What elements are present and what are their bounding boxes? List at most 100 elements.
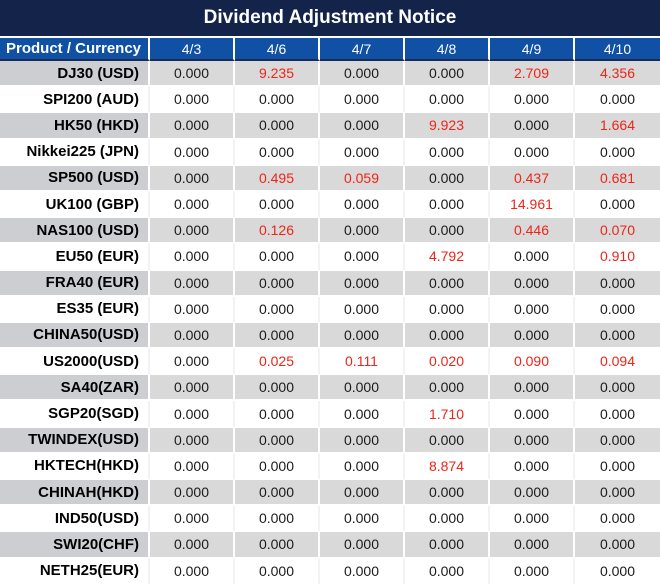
dividend-value: 0.000 [575, 532, 660, 559]
dividend-value: 0.000 [320, 427, 405, 454]
dividend-value: 0.000 [235, 322, 320, 350]
table-row: HK50 (HKD) 0.000 0.000 0.000 9.923 0.000 1.664 [0, 113, 660, 140]
dividend-value: 0.000 [575, 401, 660, 428]
table-row: NETH25(EUR) 0.000 0.000 0.000 0.000 0.000 0.00… [0, 558, 660, 585]
dividend-value: 0.000 [490, 87, 575, 114]
dividend-value: 0.000 [575, 480, 660, 507]
column-header-date: 4/7 [320, 38, 405, 61]
dividend-value: 0.000 [150, 218, 235, 245]
dividend-value: 0.000 [235, 558, 320, 585]
dividend-value-highlighted: 0.070 [575, 218, 660, 245]
dividend-value: 0.000 [575, 322, 660, 350]
dividend-value: 0.000 [575, 139, 660, 166]
dividend-value: 0.000 [150, 506, 235, 533]
dividend-value: 0.000 [490, 532, 575, 559]
dividend-value: 0.000 [150, 453, 235, 480]
dividend-value: 0.000 [235, 480, 320, 507]
dividend-value: 0.000 [235, 296, 320, 323]
dividend-value-highlighted: 9.235 [235, 61, 320, 88]
table-row: SGP20(SGD) 0.000 0.000 0.000 1.710 0.000 0.000 [0, 401, 660, 428]
dividend-value: 0.000 [150, 191, 235, 219]
product-cell: Nikkei225 (JPN) [0, 139, 150, 166]
dividend-adjustment-table: Product / Currency 4/3 4/6 4/7 4/8 4/9 4/10 DJ… [0, 38, 660, 585]
table-row: SA40(ZAR) 0.000 0.000 0.000 0.000 0.000 0.000 [0, 375, 660, 402]
dividend-value: 0.000 [405, 322, 490, 350]
dividend-value-highlighted: 0.059 [320, 165, 405, 192]
column-header-date: 4/6 [235, 38, 320, 61]
dividend-value: 0.000 [320, 453, 405, 480]
table-row: EU50 (EUR) 0.000 0.000 0.000 4.792 0.000 0.910 [0, 244, 660, 271]
dividend-value: 0.000 [320, 61, 405, 88]
dividend-value: 0.000 [405, 480, 490, 507]
table-row: UK100 (GBP) 0.000 0.000 0.000 0.000 14.961 0.0… [0, 191, 660, 219]
dividend-value-highlighted: 0.025 [235, 349, 320, 376]
product-cell: HKTECH(HKD) [0, 453, 150, 480]
dividend-value-highlighted: 0.437 [490, 165, 575, 192]
table-row: NAS100 (USD) 0.000 0.126 0.000 0.000 0.446 0.0… [0, 218, 660, 245]
dividend-value: 0.000 [490, 453, 575, 480]
dividend-value: 0.000 [490, 375, 575, 402]
product-cell: SWI20(CHF) [0, 532, 150, 559]
dividend-value: 0.000 [320, 558, 405, 585]
dividend-value-highlighted: 4.356 [575, 61, 660, 88]
table-row: SP500 (USD) 0.000 0.495 0.059 0.000 0.437 0.68… [0, 165, 660, 192]
dividend-value-highlighted: 0.910 [575, 244, 660, 271]
dividend-value: 0.000 [150, 296, 235, 323]
dividend-value: 0.000 [320, 532, 405, 559]
dividend-value: 0.000 [490, 480, 575, 507]
dividend-value: 0.000 [405, 87, 490, 114]
dividend-value: 0.000 [320, 270, 405, 297]
dividend-value: 0.000 [150, 322, 235, 350]
table-row: US2000(USD) 0.000 0.025 0.111 0.020 0.090 0.09… [0, 349, 660, 376]
product-cell: SP500 (USD) [0, 165, 150, 192]
table-row: HKTECH(HKD) 0.000 0.000 0.000 8.874 0.000 0.00… [0, 453, 660, 480]
product-cell: NETH25(EUR) [0, 558, 150, 585]
table-row: ES35 (EUR) 0.000 0.000 0.000 0.000 0.000 0.000 [0, 296, 660, 323]
column-header-product-currency: Product / Currency [0, 38, 150, 61]
product-cell: US2000(USD) [0, 349, 150, 376]
dividend-value: 0.000 [235, 453, 320, 480]
dividend-value: 0.000 [405, 61, 490, 88]
dividend-value: 0.000 [490, 427, 575, 454]
page-title: Dividend Adjustment Notice [203, 7, 457, 28]
dividend-value: 0.000 [490, 139, 575, 166]
dividend-value-highlighted: 0.090 [490, 349, 575, 376]
dividend-value: 0.000 [575, 191, 660, 219]
table-row: CHINA50(USD) 0.000 0.000 0.000 0.000 0.000 0.0… [0, 322, 660, 350]
column-header-date: 4/9 [490, 38, 575, 61]
dividend-value: 0.000 [150, 87, 235, 114]
dividend-value: 0.000 [490, 296, 575, 323]
dividend-value: 0.000 [235, 139, 320, 166]
dividend-value: 0.000 [405, 191, 490, 219]
dividend-value: 0.000 [235, 401, 320, 428]
dividend-value: 0.000 [320, 139, 405, 166]
dividend-value: 0.000 [575, 558, 660, 585]
dividend-value: 0.000 [235, 532, 320, 559]
dividend-value: 0.000 [320, 506, 405, 533]
dividend-value: 0.000 [235, 270, 320, 297]
dividend-value: 0.000 [150, 401, 235, 428]
product-cell: ES35 (EUR) [0, 296, 150, 323]
dividend-value-highlighted: 4.792 [405, 244, 490, 271]
table-row: Nikkei225 (JPN) 0.000 0.000 0.000 0.000 0.000… [0, 139, 660, 166]
product-cell: NAS100 (USD) [0, 218, 150, 245]
table-row: FRA40 (EUR) 0.000 0.000 0.000 0.000 0.000 0.00… [0, 270, 660, 297]
table-row: CHINAH(HKD) 0.000 0.000 0.000 0.000 0.000 0.00… [0, 480, 660, 507]
dividend-value: 0.000 [235, 506, 320, 533]
column-header-date: 4/10 [575, 38, 660, 61]
dividend-value: 0.000 [320, 296, 405, 323]
product-cell: FRA40 (EUR) [0, 270, 150, 297]
dividend-value: 0.000 [150, 113, 235, 140]
dividend-value-highlighted: 0.495 [235, 165, 320, 192]
table-row: SWI20(CHF) 0.000 0.000 0.000 0.000 0.000 0.000 [0, 532, 660, 559]
product-cell: SPI200 (AUD) [0, 87, 150, 114]
dividend-value: 0.000 [405, 165, 490, 192]
table-row: DJ30 (USD) 0.000 9.235 0.000 0.000 2.709 4.356 [0, 61, 660, 88]
dividend-value: 0.000 [405, 427, 490, 454]
dividend-value-highlighted: 9.923 [405, 113, 490, 140]
dividend-value: 0.000 [405, 296, 490, 323]
dividend-value: 0.000 [575, 427, 660, 454]
dividend-value: 0.000 [405, 558, 490, 585]
dividend-value: 0.000 [490, 558, 575, 585]
table-row: IND50(USD) 0.000 0.000 0.000 0.000 0.000 0.000 [0, 506, 660, 533]
